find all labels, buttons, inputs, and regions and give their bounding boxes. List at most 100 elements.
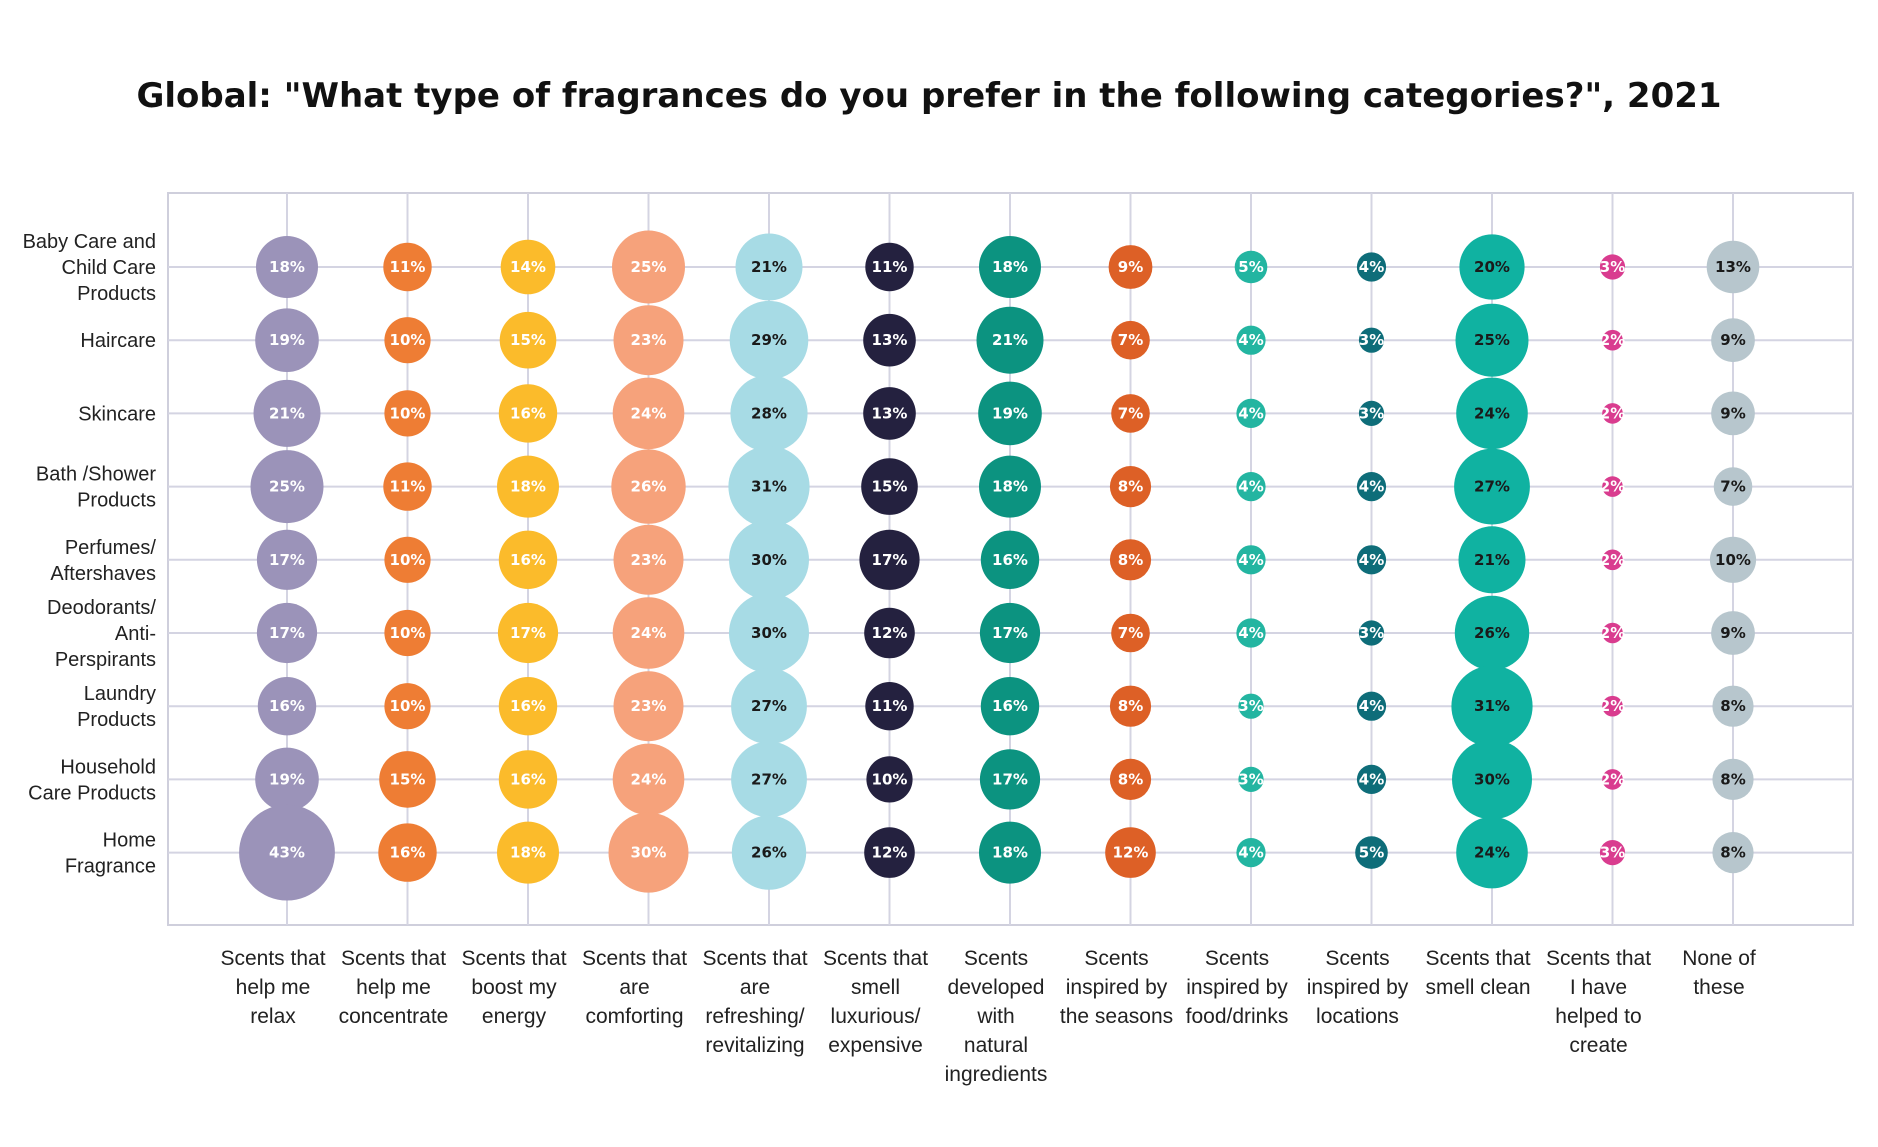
bubble-value-label: 10% [872, 770, 908, 788]
bubble-circle [613, 671, 684, 742]
bubble: 16% [980, 677, 1040, 736]
bubble-value-label: 31% [751, 478, 787, 496]
bubble: 11% [865, 682, 914, 731]
bubble-value-label: 27% [751, 770, 787, 788]
bubble-circle [384, 317, 431, 364]
bubble-value-label: 2% [1600, 697, 1625, 715]
bubble: 2% [1600, 769, 1625, 790]
bubble-circle [1356, 472, 1387, 502]
bubble-value-label: 5% [1238, 258, 1263, 276]
bubble-value-label: 18% [510, 844, 546, 862]
bubble: 3% [1600, 840, 1625, 866]
bubble-value-label: 17% [992, 770, 1028, 788]
bubble: 19% [255, 747, 319, 812]
bubble-value-label: 29% [751, 331, 787, 349]
bubble: 27% [731, 668, 807, 745]
bubble-value-label: 3% [1359, 404, 1384, 422]
bubble: 4% [1356, 545, 1387, 575]
bubble-circle [378, 823, 437, 882]
bubble-circle [1712, 758, 1754, 801]
bubble: 19% [255, 308, 319, 373]
bubble-circle [612, 743, 685, 816]
bubble-value-label: 2% [1600, 404, 1625, 422]
bubble: 27% [731, 741, 807, 818]
bubble-circle [498, 677, 558, 736]
bubble: 16% [498, 530, 558, 589]
bubble: 7% [1713, 467, 1753, 506]
bubble-circle [255, 747, 319, 812]
bubble-circle [1356, 691, 1387, 721]
bubble-value-label: 7% [1118, 624, 1143, 642]
column-label: Scents that I have helped to create [1546, 947, 1651, 1057]
bubble: 9% [1711, 391, 1755, 436]
bubble-value-label: 7% [1118, 331, 1143, 349]
bubble-value-label: 21% [269, 404, 305, 422]
bubble-value-label: 43% [269, 844, 305, 862]
bubble-circle [499, 311, 557, 369]
bubble: 13% [1706, 240, 1760, 294]
bubble-circle [1108, 245, 1153, 289]
bubble-value-label: 8% [1720, 697, 1745, 715]
bubble-value-label: 14% [510, 258, 546, 276]
bubble-circle [1458, 526, 1526, 594]
bubble-value-label: 30% [1474, 770, 1510, 788]
bubble-circle [253, 379, 321, 447]
row-label: Skincare [78, 403, 156, 425]
bubble-value-label: 18% [992, 258, 1028, 276]
bubble: 17% [256, 602, 318, 664]
bubble-value-label: 16% [390, 844, 426, 862]
column-label: Scents that boost my energy [461, 947, 566, 1028]
bubble-circle [611, 449, 686, 524]
bubble: 5% [1355, 836, 1388, 869]
bubble: 20% [1459, 234, 1525, 300]
bubble-circle [866, 756, 913, 803]
bubble: 15% [379, 751, 436, 808]
bubble: 7% [1111, 394, 1150, 433]
bubble: 17% [859, 529, 920, 590]
bubble-circle [1602, 769, 1623, 790]
bubble-value-label: 18% [992, 478, 1028, 496]
bubble-circle [1706, 240, 1760, 294]
bubble: 15% [861, 458, 918, 515]
bubble-circle [1236, 545, 1266, 575]
bubble-circle [861, 458, 918, 515]
bubble-value-label: 2% [1600, 624, 1625, 642]
bubble-value-label: 10% [390, 697, 426, 715]
bubble: 4% [1236, 325, 1266, 355]
bubble: 10% [384, 683, 431, 730]
bubble: 4% [1356, 472, 1387, 502]
bubble-value-label: 21% [751, 258, 787, 276]
bubble-circle [979, 455, 1041, 518]
row-label: Laundry Products [77, 683, 156, 731]
bubble-value-label: 19% [269, 331, 305, 349]
bubble-circle [383, 462, 432, 511]
bubble-circle [1356, 764, 1387, 795]
bubble: 26% [611, 449, 686, 524]
bubble: 43% [239, 804, 335, 901]
column-label: Scents inspired by food/drinks [1186, 947, 1289, 1028]
bubble: 26% [1454, 595, 1530, 671]
bubble-circle [1109, 539, 1152, 581]
bubble: 12% [864, 607, 915, 659]
bubble-circle [608, 812, 689, 893]
bubble-value-label: 12% [1113, 844, 1149, 862]
bubble: 8% [1109, 466, 1152, 508]
bubble: 23% [613, 305, 684, 376]
bubble-circle [612, 377, 685, 450]
bubble-circle [1456, 816, 1528, 889]
bubble: 17% [979, 749, 1041, 810]
bubble-circle [729, 300, 809, 380]
bubble-value-label: 4% [1238, 404, 1263, 422]
bubble: 2% [1600, 549, 1625, 571]
bubble-value-label: 11% [390, 478, 426, 496]
row-label: Deodorants/Anti-Perspirants [47, 597, 156, 671]
bubble-value-label: 9% [1720, 331, 1745, 349]
bubble-value-label: 2% [1600, 551, 1625, 569]
bubble: 4% [1236, 838, 1266, 868]
bubble-value-label: 4% [1238, 331, 1263, 349]
bubble: 18% [497, 455, 559, 518]
bubble-value-label: 16% [269, 697, 305, 715]
bubble-circle [1456, 377, 1528, 450]
bubble: 9% [1108, 245, 1153, 289]
